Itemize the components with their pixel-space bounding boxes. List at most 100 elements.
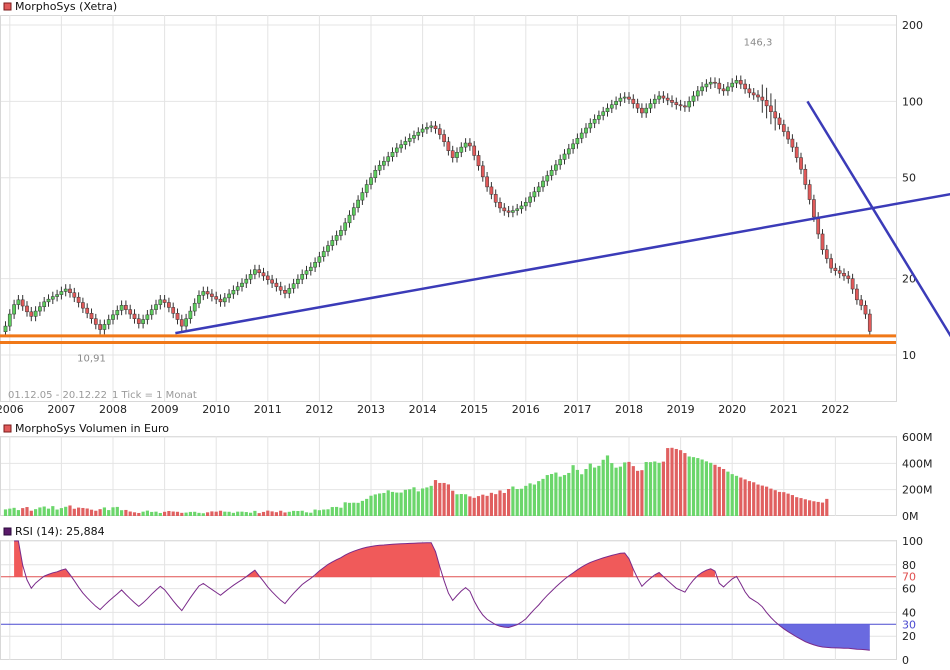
volume-bar — [550, 473, 554, 516]
volume-bar — [747, 481, 751, 516]
candle-body — [412, 135, 416, 139]
volume-bar — [532, 484, 536, 516]
x-year-label: 2016 — [512, 403, 540, 416]
candle-body — [786, 131, 790, 140]
volume-bar — [584, 468, 588, 516]
price-y-axis: 10 20 50 100 200 — [902, 19, 923, 362]
volume-bar — [339, 507, 343, 516]
volume-bar — [429, 485, 433, 516]
candle-body — [678, 104, 683, 107]
candle-body — [691, 95, 696, 102]
volume-bar — [722, 468, 726, 516]
candle-body — [816, 216, 821, 235]
volume-bar — [231, 512, 235, 516]
date-range-label: 01.12.05 - 20.12.22 — [8, 390, 107, 401]
rsi-overbought-zone — [14, 541, 23, 577]
rsi-y-tick-label: 30 — [902, 618, 916, 631]
volume-bar — [717, 466, 721, 516]
rsi-y-tick-label: 80 — [902, 559, 916, 572]
volume-bar — [352, 502, 356, 516]
candle-body — [713, 81, 717, 84]
volume-bar — [313, 509, 317, 516]
volume-bar — [270, 511, 274, 516]
volume-bar — [653, 461, 657, 516]
candle-body — [541, 180, 545, 188]
volume-bar — [476, 496, 481, 516]
x-year-label: 2012 — [305, 403, 333, 416]
candle-body — [631, 98, 636, 104]
candle-body — [683, 105, 687, 108]
candle-body — [394, 147, 399, 153]
volume-bar — [193, 511, 197, 516]
volume-bar — [446, 484, 450, 516]
candle-body — [803, 168, 808, 185]
candle-body — [360, 192, 365, 201]
volume-bar — [679, 450, 683, 516]
volume-bar — [438, 482, 442, 516]
candle-body — [248, 274, 253, 280]
volume-bar — [524, 485, 528, 516]
volume-bar — [107, 510, 111, 516]
volume-bar — [16, 510, 20, 516]
candle-body — [799, 157, 803, 170]
candle-body — [420, 128, 425, 133]
volume-bar — [21, 508, 25, 516]
candle-body — [81, 302, 85, 309]
rsi-y-tick-label: 70 — [902, 571, 916, 584]
candle-body — [506, 210, 511, 213]
candle-body — [218, 298, 223, 303]
volume-bar — [511, 486, 515, 516]
rsi-overbought-zone — [654, 572, 664, 577]
volume-bar — [399, 492, 403, 516]
candle-body — [820, 233, 825, 250]
volume-bar — [808, 500, 812, 516]
volume-bar — [304, 512, 309, 516]
volume-bar — [141, 511, 145, 516]
volume-bar — [171, 511, 175, 516]
volume-bar — [687, 456, 691, 516]
volume-bar — [167, 510, 171, 516]
volume-bar — [382, 492, 386, 516]
x-year-label: 2008 — [99, 403, 127, 416]
volume-bar — [709, 462, 713, 516]
volume-bar — [34, 509, 38, 516]
candle-body — [769, 105, 773, 112]
candle-body — [644, 107, 649, 114]
candle-body — [119, 305, 124, 311]
volume-bar — [249, 512, 253, 516]
candle-body — [72, 292, 77, 298]
candle-body — [859, 299, 864, 306]
volume-bar — [537, 481, 541, 516]
candle-body — [661, 95, 666, 99]
candle-body — [141, 319, 145, 324]
volume-bar — [51, 506, 55, 516]
x-year-label: 2017 — [563, 403, 591, 416]
candle-body — [734, 80, 739, 84]
volume-bar — [726, 471, 730, 516]
volume-bar — [515, 489, 519, 516]
volume-bar — [464, 494, 468, 516]
rsi-oversold-zone — [495, 624, 518, 628]
price-y-tick-label: 10 — [902, 349, 916, 362]
volume-bar — [42, 506, 46, 516]
volume-bar — [29, 510, 33, 516]
volume-bar — [330, 507, 334, 516]
candle-body — [609, 104, 614, 109]
rsi-y-tick-label: 60 — [902, 583, 916, 596]
candle-body — [184, 318, 188, 327]
candle-body — [222, 297, 227, 303]
candle-body — [231, 290, 236, 295]
volume-bar — [395, 492, 399, 516]
candle-body — [197, 295, 201, 304]
volume-bar — [210, 511, 214, 516]
candle-body — [812, 199, 816, 218]
volume-bar — [472, 497, 476, 516]
x-year-label: 2011 — [254, 403, 282, 416]
volume-bar — [240, 511, 244, 516]
candle-body — [829, 258, 833, 269]
volume-bar — [300, 510, 304, 516]
candle-body — [377, 164, 382, 171]
candle-body — [584, 127, 588, 134]
volume-bar — [803, 499, 807, 516]
candle-body — [85, 307, 90, 314]
